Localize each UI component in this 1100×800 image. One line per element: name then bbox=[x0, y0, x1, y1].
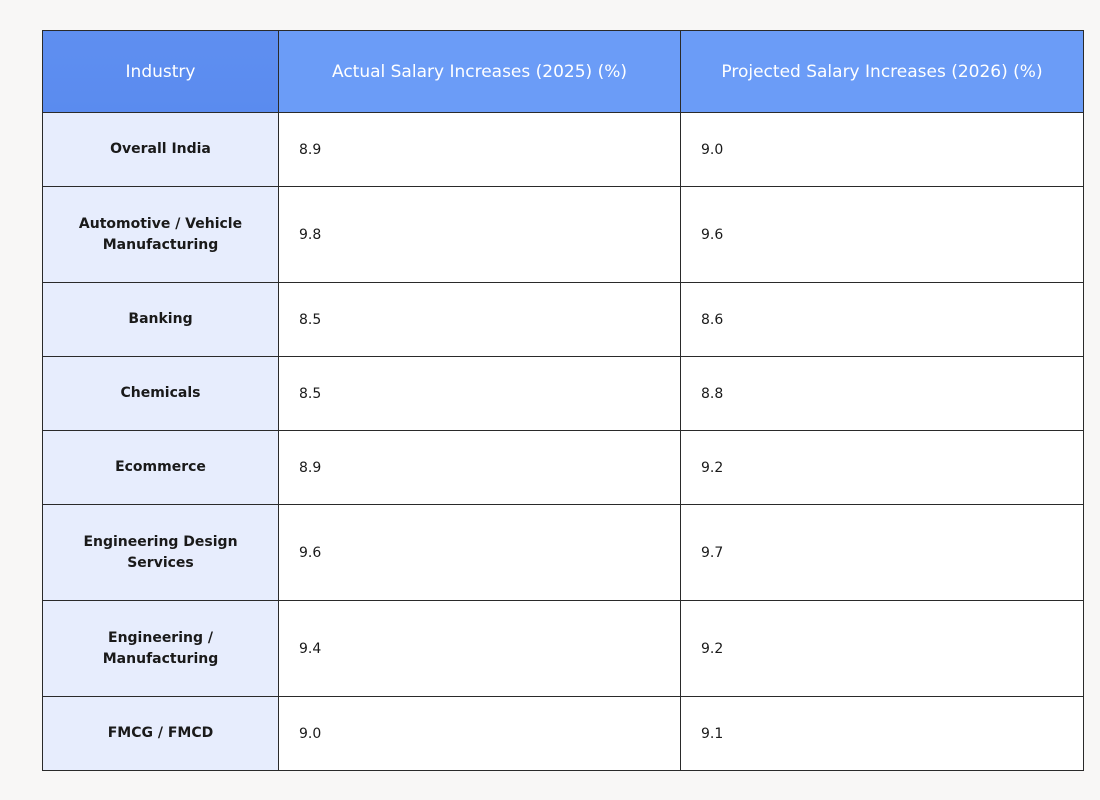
projected-2026-cell: 9.6 bbox=[680, 186, 1084, 283]
salary-increase-table: Industry Actual Salary Increases (2025) … bbox=[42, 30, 1084, 771]
actual-2025-cell: 9.6 bbox=[278, 504, 681, 601]
industry-cell: Overall India bbox=[42, 112, 279, 187]
industry-cell: Banking bbox=[42, 282, 279, 357]
industry-cell: Engineering / Manufacturing bbox=[42, 600, 279, 697]
header-actual-2025: Actual Salary Increases (2025) (%) bbox=[278, 30, 681, 113]
header-industry: Industry bbox=[42, 30, 279, 113]
projected-2026-cell: 9.2 bbox=[680, 600, 1084, 697]
projected-2026-cell: 9.0 bbox=[680, 112, 1084, 187]
industry-cell: Ecommerce bbox=[42, 430, 279, 505]
table-row: Ecommerce 8.9 9.2 bbox=[42, 430, 1084, 505]
salary-table-container: Industry Actual Salary Increases (2025) … bbox=[42, 30, 1084, 771]
actual-2025-cell: 9.0 bbox=[278, 696, 681, 771]
projected-2026-cell: 8.8 bbox=[680, 356, 1084, 431]
projected-2026-cell: 9.2 bbox=[680, 430, 1084, 505]
header-projected-2026: Projected Salary Increases (2026) (%) bbox=[680, 30, 1084, 113]
table-row: Engineering / Manufacturing 9.4 9.2 bbox=[42, 600, 1084, 697]
industry-cell: FMCG / FMCD bbox=[42, 696, 279, 771]
actual-2025-cell: 8.5 bbox=[278, 282, 681, 357]
projected-2026-cell: 8.6 bbox=[680, 282, 1084, 357]
projected-2026-cell: 9.7 bbox=[680, 504, 1084, 601]
industry-cell: Engineering Design Services bbox=[42, 504, 279, 601]
table-row: Chemicals 8.5 8.8 bbox=[42, 356, 1084, 431]
table-row: FMCG / FMCD 9.0 9.1 bbox=[42, 696, 1084, 771]
industry-cell: Automotive / Vehicle Manufacturing bbox=[42, 186, 279, 283]
table-row: Overall India 8.9 9.0 bbox=[42, 112, 1084, 187]
table-header-row: Industry Actual Salary Increases (2025) … bbox=[42, 30, 1084, 113]
projected-2026-cell: 9.1 bbox=[680, 696, 1084, 771]
table-row: Engineering Design Services 9.6 9.7 bbox=[42, 504, 1084, 601]
actual-2025-cell: 9.4 bbox=[278, 600, 681, 697]
actual-2025-cell: 8.9 bbox=[278, 112, 681, 187]
table-row: Banking 8.5 8.6 bbox=[42, 282, 1084, 357]
actual-2025-cell: 9.8 bbox=[278, 186, 681, 283]
actual-2025-cell: 8.5 bbox=[278, 356, 681, 431]
actual-2025-cell: 8.9 bbox=[278, 430, 681, 505]
table-row: Automotive / Vehicle Manufacturing 9.8 9… bbox=[42, 186, 1084, 283]
industry-cell: Chemicals bbox=[42, 356, 279, 431]
